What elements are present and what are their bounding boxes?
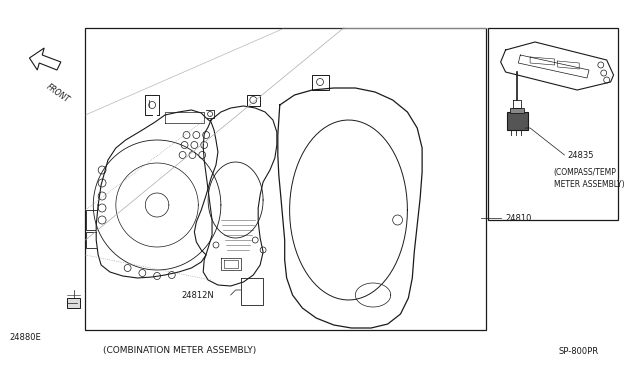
Bar <box>511 108 524 113</box>
Bar <box>67 298 81 308</box>
Bar <box>488 28 618 220</box>
Bar <box>506 112 528 130</box>
Bar <box>85 28 486 330</box>
Text: 24810: 24810 <box>506 214 532 222</box>
Text: 24812N: 24812N <box>182 291 214 299</box>
Text: (COMPASS/TEMP: (COMPASS/TEMP <box>554 168 616 177</box>
Polygon shape <box>29 48 61 70</box>
Text: 24835: 24835 <box>568 151 594 160</box>
Text: FRONT: FRONT <box>44 82 70 104</box>
Text: METER ASSEMBLY): METER ASSEMBLY) <box>554 180 624 189</box>
Text: (COMBINATION METER ASSEMBLY): (COMBINATION METER ASSEMBLY) <box>103 346 257 355</box>
Text: SP-800PR: SP-800PR <box>559 347 599 356</box>
Text: 24880E: 24880E <box>10 334 42 343</box>
